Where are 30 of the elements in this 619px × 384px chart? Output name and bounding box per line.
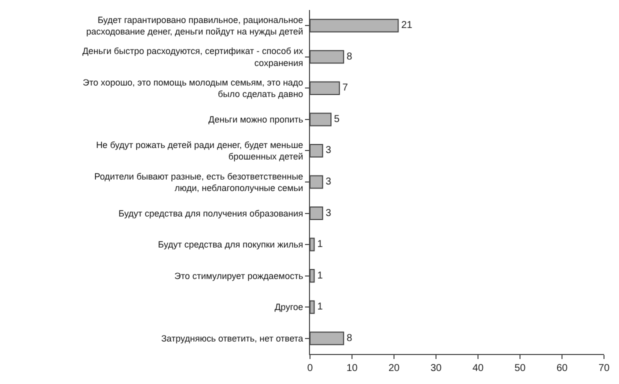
x-tick-label: 60 [556, 363, 568, 374]
y-tick-label: Родители бывают разные, есть безответственные люди, неблагополучные семьи [94, 171, 304, 193]
y-tick-label: Это хорошо, это помощь молодым семьям, это надо было сделать давно [82, 77, 304, 100]
data-label: 1 [317, 302, 324, 313]
y-tick-label: Будут средства для покупки жилья [158, 240, 304, 250]
data-label: 3 [326, 176, 332, 188]
y-tick-label: Будут средства для получения образования [118, 208, 304, 218]
data-label: 1 [317, 239, 324, 250]
data-label: 7 [342, 82, 348, 94]
x-tick-label: 40 [472, 363, 484, 374]
y-tick-label: Другое [274, 302, 304, 312]
x-tick-label: 70 [598, 363, 610, 374]
x-tick-label: 10 [346, 363, 358, 374]
y-tick-label: Деньги можно пропить [208, 114, 304, 125]
data-label: 5 [334, 114, 340, 125]
data-label: 1 [317, 270, 324, 282]
data-label: 8 [346, 51, 353, 62]
data-label: 21 [401, 20, 413, 32]
y-tick-label: Это стимулирует рождаемость [174, 270, 304, 281]
x-tick-label: 50 [514, 363, 526, 374]
data-label: 8 [346, 332, 353, 344]
y-tick-label: Не будут рожать детей ради денег, будет меньше брошенных детей [96, 140, 304, 162]
x-tick-label: 0 [307, 363, 314, 374]
x-tick-label: 30 [430, 363, 442, 374]
y-tick-label: Будет гарантировано правильное, рациональное расходование денег, деньги пойдут на нужды детей [86, 14, 304, 37]
y-tick-label: Затрудняюсь ответить, нет ответа [161, 334, 304, 344]
data-label: 3 [326, 145, 332, 156]
data-label: 3 [326, 208, 332, 219]
y-tick-label: Деньги быстро расходуются, сертификат - способ их сохранения [82, 46, 304, 68]
x-tick-label: 20 [388, 363, 400, 374]
